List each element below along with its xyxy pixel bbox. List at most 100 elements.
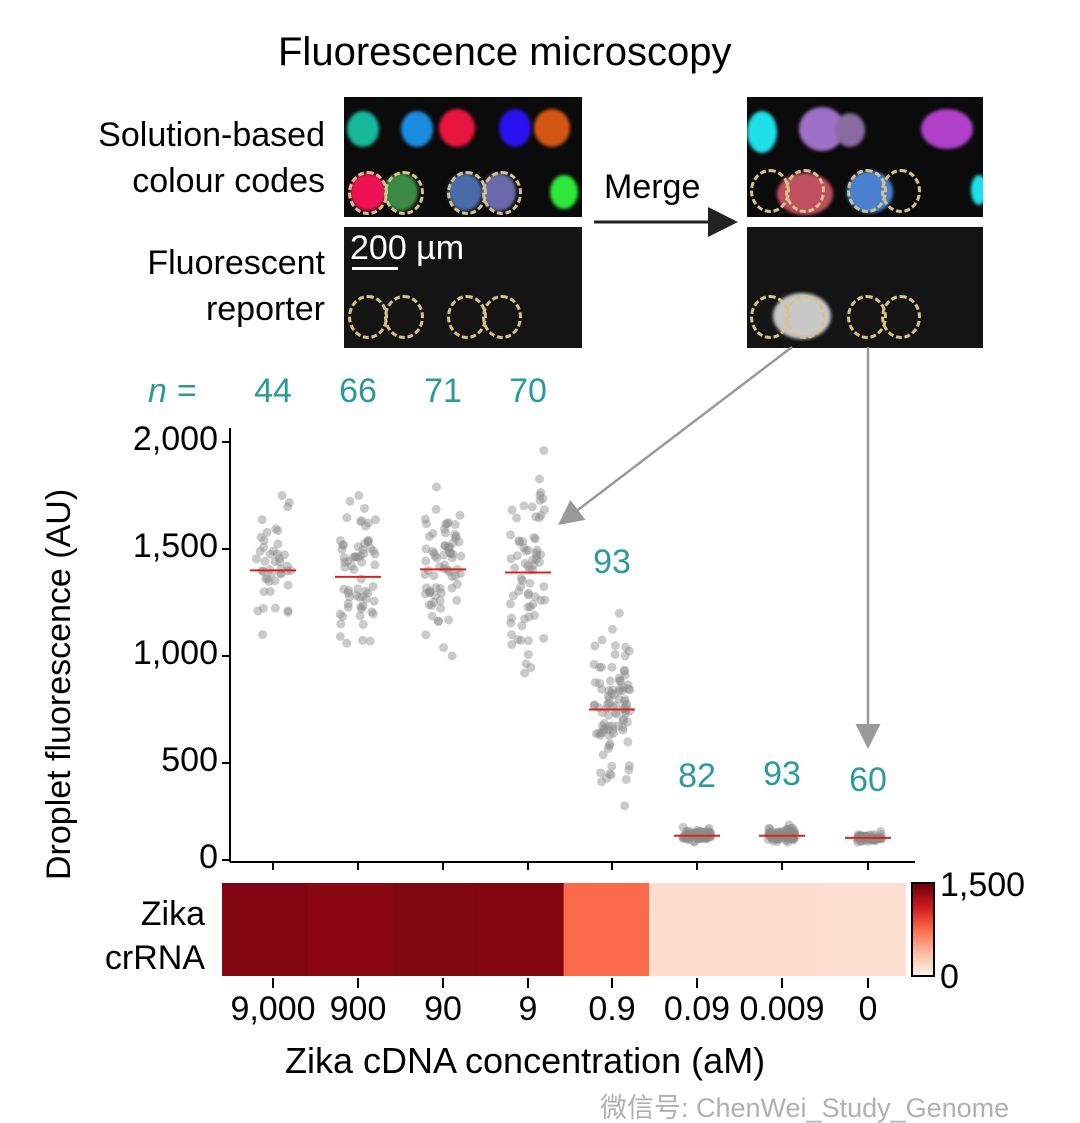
data-point xyxy=(527,502,537,512)
data-point xyxy=(431,504,441,514)
data-point xyxy=(863,836,873,846)
data-point xyxy=(624,684,634,694)
data-point xyxy=(525,602,535,612)
data-point xyxy=(684,834,694,844)
data-point xyxy=(259,587,269,597)
data-point xyxy=(852,834,862,844)
data-point xyxy=(790,832,800,842)
data-point xyxy=(768,836,778,846)
x-tick-label: 0.9 xyxy=(588,990,636,1028)
data-point xyxy=(622,699,632,709)
data-point xyxy=(856,836,866,846)
data-point xyxy=(274,553,284,563)
data-point xyxy=(455,510,465,520)
data-point xyxy=(772,837,782,847)
data-point xyxy=(763,834,773,844)
data-point xyxy=(528,599,538,609)
data-point xyxy=(606,770,616,780)
x-axis-label: Zika cDNA concentration (aM) xyxy=(285,1040,766,1081)
data-point xyxy=(536,487,546,497)
data-point xyxy=(256,532,266,542)
data-point xyxy=(594,728,604,738)
data-point xyxy=(619,665,629,675)
data-point xyxy=(854,832,864,842)
n-count: 44 xyxy=(254,372,292,410)
data-point xyxy=(451,531,461,541)
data-point xyxy=(534,513,544,523)
data-point xyxy=(615,676,625,686)
data-point xyxy=(430,551,440,561)
data-point xyxy=(526,663,536,673)
data-point xyxy=(620,703,630,713)
data-point xyxy=(607,624,617,634)
data-point xyxy=(343,602,353,612)
data-point xyxy=(589,700,599,710)
data-point xyxy=(357,604,367,614)
data-point xyxy=(783,837,793,847)
data-point xyxy=(589,659,599,669)
data-point xyxy=(513,634,523,644)
data-point xyxy=(450,571,460,581)
data-point xyxy=(600,723,610,733)
data-point xyxy=(786,823,796,833)
data-point xyxy=(853,830,863,840)
data-point xyxy=(536,510,546,520)
data-point xyxy=(353,552,363,562)
y-tick-label: 1,500 xyxy=(132,527,218,565)
data-point xyxy=(276,564,286,574)
data-point xyxy=(703,825,713,835)
data-point xyxy=(603,691,613,701)
data-point xyxy=(429,597,439,607)
data-point xyxy=(448,538,458,548)
data-point xyxy=(773,830,783,840)
data-point xyxy=(530,610,540,620)
data-point xyxy=(517,621,527,631)
data-point xyxy=(692,827,702,837)
data-point xyxy=(351,552,361,562)
y-tick-label: 500 xyxy=(161,741,218,779)
data-point xyxy=(279,550,289,560)
data-point xyxy=(258,630,268,640)
data-point xyxy=(273,525,283,535)
data-point xyxy=(525,578,535,588)
data-point xyxy=(618,722,628,732)
data-point xyxy=(781,836,791,846)
data-point xyxy=(440,540,450,550)
heatmap-cell xyxy=(563,883,650,976)
data-point xyxy=(366,543,376,553)
data-point xyxy=(514,536,524,546)
data-point xyxy=(421,556,431,566)
data-point xyxy=(283,606,293,616)
data-point xyxy=(701,834,711,844)
data-point xyxy=(283,607,293,617)
data-point xyxy=(597,777,607,787)
data-point xyxy=(877,834,887,844)
data-point xyxy=(270,603,280,613)
data-point xyxy=(693,827,703,837)
n-count: 93 xyxy=(763,755,801,794)
x-tick-label: 0 xyxy=(858,990,878,1028)
data-point xyxy=(701,830,711,840)
data-point xyxy=(602,703,612,713)
data-point xyxy=(444,542,454,552)
data-point xyxy=(444,615,454,625)
data-point xyxy=(595,678,605,688)
x-tick-label: 9 xyxy=(518,990,538,1028)
data-point xyxy=(440,528,450,538)
data-point xyxy=(591,729,601,739)
data-point xyxy=(363,535,373,545)
data-point xyxy=(775,834,785,844)
n-count: 60 xyxy=(849,761,887,800)
data-point xyxy=(764,827,774,837)
data-point xyxy=(258,603,268,613)
data-point xyxy=(772,832,782,842)
data-point xyxy=(361,521,371,531)
data-point xyxy=(855,832,865,842)
data-point xyxy=(424,600,434,610)
reporter-image: 200 µm xyxy=(344,227,582,348)
data-point xyxy=(597,684,607,694)
data-point xyxy=(524,612,534,622)
data-point xyxy=(421,583,431,593)
data-point xyxy=(523,602,533,612)
data-point xyxy=(261,574,271,584)
